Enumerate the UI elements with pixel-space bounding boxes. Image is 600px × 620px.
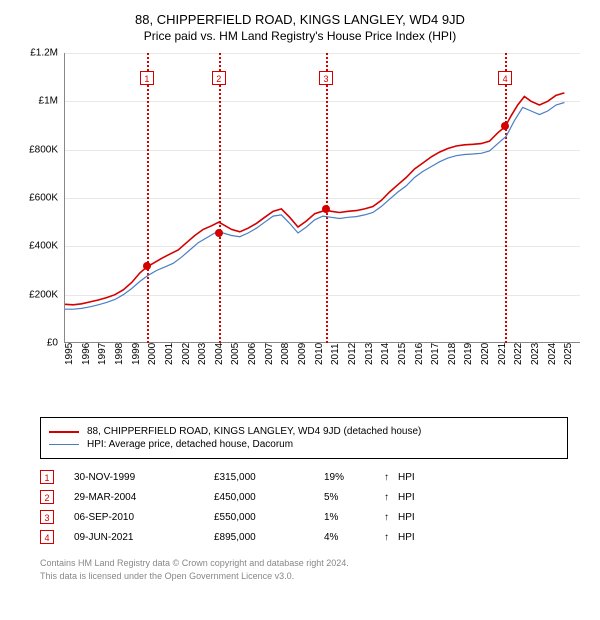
y-axis-label: £600K bbox=[18, 193, 58, 204]
x-axis-label: 1995 bbox=[64, 343, 75, 365]
x-axis-label: 2004 bbox=[214, 343, 225, 365]
chart-title: 88, CHIPPERFIELD ROAD, KINGS LANGLEY, WD… bbox=[10, 12, 590, 27]
marker-number-box: 1 bbox=[140, 71, 154, 85]
x-axis-label: 2023 bbox=[530, 343, 541, 365]
transaction-price: £315,000 bbox=[214, 472, 324, 483]
marker-dot bbox=[143, 262, 151, 270]
chart-area: £0£200K£400K£600K£800K£1M£1.2M 1234 1995… bbox=[20, 53, 580, 373]
x-axis-label: 2011 bbox=[330, 343, 341, 365]
legend-swatch bbox=[49, 444, 79, 445]
x-axis-label: 1998 bbox=[114, 343, 125, 365]
transaction-hpi-label: HPI bbox=[398, 492, 438, 503]
marker-dot bbox=[215, 229, 223, 237]
y-axis-label: £0 bbox=[18, 338, 58, 349]
transaction-pct: 1% bbox=[324, 512, 384, 523]
x-axis-label: 2013 bbox=[364, 343, 375, 365]
legend-label: HPI: Average price, detached house, Daco… bbox=[87, 439, 293, 450]
transaction-row: 4 09-JUN-2021£895,0004%↑HPI bbox=[40, 527, 568, 547]
x-axis-label: 2024 bbox=[547, 343, 558, 365]
x-axis-label: 2021 bbox=[497, 343, 508, 365]
transaction-number-box: 1 bbox=[40, 470, 54, 484]
x-axis-label: 2022 bbox=[513, 343, 524, 365]
transaction-date: 09-JUN-2021 bbox=[74, 532, 214, 543]
transaction-date: 30-NOV-1999 bbox=[74, 472, 214, 483]
legend-row: HPI: Average price, detached house, Daco… bbox=[49, 439, 559, 450]
transaction-hpi-label: HPI bbox=[398, 532, 438, 543]
x-axis-label: 2010 bbox=[314, 343, 325, 365]
x-axis-label: 2018 bbox=[447, 343, 458, 365]
x-axis-label: 2006 bbox=[247, 343, 258, 365]
transaction-price: £550,000 bbox=[214, 512, 324, 523]
marker-dot bbox=[322, 205, 330, 213]
transaction-hpi-label: HPI bbox=[398, 512, 438, 523]
y-axis-label: £400K bbox=[18, 241, 58, 252]
x-axis-label: 2014 bbox=[380, 343, 391, 365]
x-axis-label: 2003 bbox=[197, 343, 208, 365]
plot-area: 1 2 3 4 bbox=[64, 53, 580, 343]
x-axis-label: 1996 bbox=[81, 343, 92, 365]
marker-number-box: 4 bbox=[498, 71, 512, 85]
x-axis-label: 2016 bbox=[414, 343, 425, 365]
y-axis-label: £1M bbox=[18, 96, 58, 107]
x-axis-label: 2009 bbox=[297, 343, 308, 365]
footer-attribution: Contains HM Land Registry data © Crown c… bbox=[40, 557, 590, 582]
legend-row: 88, CHIPPERFIELD ROAD, KINGS LANGLEY, WD… bbox=[49, 426, 559, 437]
footer-line1: Contains HM Land Registry data © Crown c… bbox=[40, 557, 590, 570]
transaction-price: £450,000 bbox=[214, 492, 324, 503]
arrow-up-icon: ↑ bbox=[384, 492, 398, 503]
x-axis-label: 2019 bbox=[463, 343, 474, 365]
x-axis-label: 2012 bbox=[347, 343, 358, 365]
y-axis-label: £1.2M bbox=[18, 48, 58, 59]
x-axis-label: 2025 bbox=[563, 343, 574, 365]
transaction-date: 06-SEP-2010 bbox=[74, 512, 214, 523]
transaction-pct: 5% bbox=[324, 492, 384, 503]
transaction-number-box: 4 bbox=[40, 530, 54, 544]
transaction-row: 2 29-MAR-2004£450,0005%↑HPI bbox=[40, 487, 568, 507]
marker-number-box: 2 bbox=[212, 71, 226, 85]
transactions-table: 130-NOV-1999£315,00019%↑HPI229-MAR-2004£… bbox=[40, 467, 568, 547]
legend-label: 88, CHIPPERFIELD ROAD, KINGS LANGLEY, WD… bbox=[87, 426, 421, 437]
chart-subtitle: Price paid vs. HM Land Registry's House … bbox=[10, 29, 590, 43]
x-axis-label: 2015 bbox=[397, 343, 408, 365]
marker-number-box: 3 bbox=[319, 71, 333, 85]
x-axis-label: 1997 bbox=[97, 343, 108, 365]
footer-line2: This data is licensed under the Open Gov… bbox=[40, 570, 590, 583]
x-axis-label: 2020 bbox=[480, 343, 491, 365]
transaction-pct: 19% bbox=[324, 472, 384, 483]
transaction-date: 29-MAR-2004 bbox=[74, 492, 214, 503]
arrow-up-icon: ↑ bbox=[384, 532, 398, 543]
transaction-row: 1 30-NOV-1999£315,00019%↑HPI bbox=[40, 467, 568, 487]
y-axis-label: £800K bbox=[18, 144, 58, 155]
transaction-pct: 4% bbox=[324, 532, 384, 543]
legend-swatch bbox=[49, 431, 79, 433]
x-axis-label: 2017 bbox=[430, 343, 441, 365]
transaction-row: 3 06-SEP-2010£550,0001%↑HPI bbox=[40, 507, 568, 527]
arrow-up-icon: ↑ bbox=[384, 512, 398, 523]
x-axis-label: 1999 bbox=[131, 343, 142, 365]
legend: 88, CHIPPERFIELD ROAD, KINGS LANGLEY, WD… bbox=[40, 417, 568, 459]
transaction-price: £895,000 bbox=[214, 532, 324, 543]
x-axis-label: 2005 bbox=[230, 343, 241, 365]
x-axis-label: 2008 bbox=[280, 343, 291, 365]
x-axis-label: 2001 bbox=[164, 343, 175, 365]
arrow-up-icon: ↑ bbox=[384, 472, 398, 483]
line-series-svg bbox=[65, 53, 581, 343]
transaction-hpi-label: HPI bbox=[398, 472, 438, 483]
x-axis-label: 2007 bbox=[264, 343, 275, 365]
y-axis-label: £200K bbox=[18, 289, 58, 300]
transaction-number-box: 2 bbox=[40, 490, 54, 504]
x-axis-label: 2000 bbox=[147, 343, 158, 365]
transaction-number-box: 3 bbox=[40, 510, 54, 524]
chart-container: 88, CHIPPERFIELD ROAD, KINGS LANGLEY, WD… bbox=[10, 12, 590, 582]
marker-dot bbox=[501, 122, 509, 130]
x-axis-label: 2002 bbox=[181, 343, 192, 365]
